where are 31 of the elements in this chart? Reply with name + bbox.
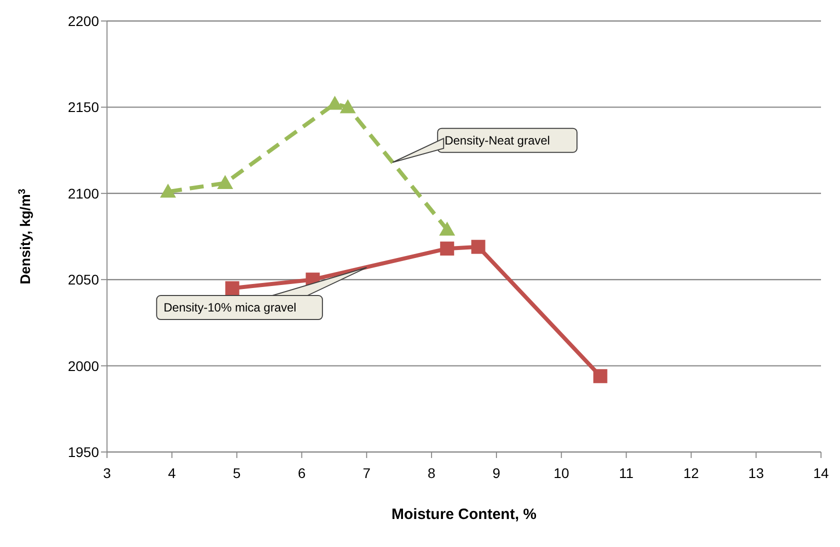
x-tick-label: 9 (492, 464, 501, 481)
x-tick-label: 6 (298, 464, 306, 481)
x-tick-label: 5 (232, 464, 241, 481)
x-tick-label: 10 (554, 464, 570, 481)
y-tick-label: 1950 (68, 444, 100, 460)
point (225, 281, 240, 296)
point (593, 369, 608, 384)
x-tick-label: 11 (619, 464, 634, 481)
point (160, 184, 176, 198)
y-tick-label: 2100 (68, 185, 100, 202)
point (439, 222, 456, 236)
callout: Density-Neat gravel (392, 128, 578, 163)
x-tick-label: 7 (362, 464, 371, 481)
point (440, 242, 454, 256)
x-tick-label: 4 (168, 464, 176, 481)
x-tick-label: 14 (813, 464, 829, 481)
x-tick-label: 13 (748, 464, 764, 481)
y-tick-label: 2050 (68, 272, 100, 288)
x-tick-label: 8 (428, 464, 436, 481)
y-tick-label: 2000 (68, 358, 100, 374)
x-tick-label: 12 (683, 464, 700, 481)
x-tick-label: 3 (103, 464, 112, 481)
callout: Density-10% mica gravel (156, 267, 368, 320)
x-axis-title: Moisture Content, % (392, 506, 536, 523)
point (340, 99, 356, 114)
annotation: Density-Neat gravel (444, 133, 550, 148)
point (471, 240, 486, 254)
y-tick-label: 2150 (68, 99, 100, 116)
y-tick-label: 2200 (68, 12, 100, 29)
point (217, 175, 234, 190)
annotation: Density-10% mica gravel (164, 300, 296, 315)
